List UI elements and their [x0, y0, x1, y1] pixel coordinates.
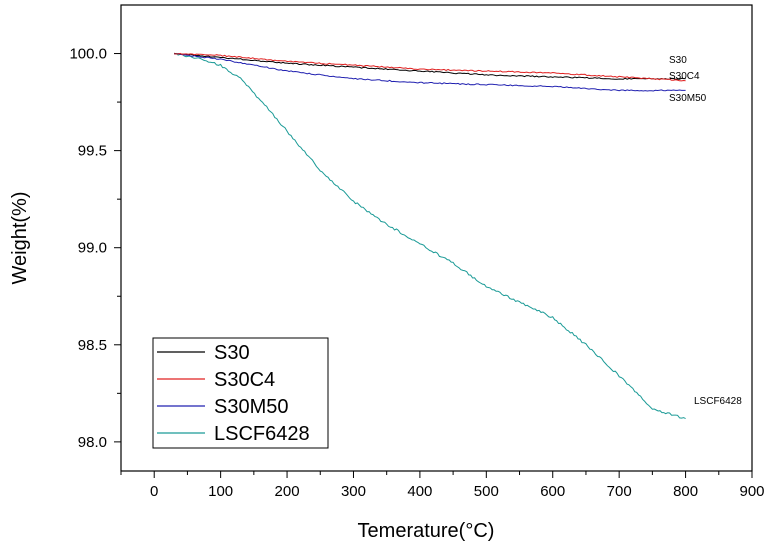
x-axis-title: Temerature(°C) — [358, 520, 495, 542]
x-tick-label: 400 — [407, 483, 432, 500]
end-label-s30m50: S30M50 — [669, 93, 707, 104]
legend-label-lscf6428: LSCF6428 — [214, 423, 310, 445]
series-line-s30m50 — [173, 53, 686, 92]
x-tick-label: 100 — [208, 483, 233, 500]
x-tick-label: 800 — [673, 483, 698, 500]
series-layer — [173, 52, 686, 420]
y-tick-label: 98.0 — [78, 434, 107, 451]
x-tick-label: 700 — [607, 483, 632, 500]
x-tick-label: 0 — [150, 483, 158, 500]
axis-layer: 0 100 200 300 400 500 600 700 800 900 98.0 98.5 99.0… — [69, 46, 764, 500]
plot-frame — [120, 4, 753, 472]
x-tick-label: 500 — [474, 483, 499, 500]
legend: S30 S30C4 S30M50 LSCF6428 — [152, 337, 329, 449]
x-tick-label: 900 — [739, 483, 764, 500]
series-line-lscf6428 — [173, 52, 686, 420]
legend-box — [152, 337, 329, 449]
y-tick-label: 99.0 — [78, 240, 107, 257]
x-tick-label: 600 — [540, 483, 565, 500]
y-tick-label: 98.5 — [78, 337, 107, 354]
y-tick-label: 100.0 — [69, 46, 107, 63]
legend-items: S30 S30C4 S30M50 LSCF6428 — [157, 342, 310, 445]
end-label-lscf6428: LSCF6428 — [694, 396, 742, 407]
legend-label-s30: S30 — [214, 342, 250, 364]
end-label-s30c4: S30C4 — [669, 71, 700, 82]
x-tick-label: 300 — [341, 483, 366, 500]
end-label-s30: S30 — [669, 55, 687, 66]
end-label-layer: S30 S30C4 S30M50 LSCF6428 — [669, 55, 742, 407]
series-line-s30c4 — [174, 52, 686, 82]
legend-label-s30c4: S30C4 — [214, 369, 275, 391]
series-line-s30 — [173, 52, 686, 80]
y-axis-title: Weight(%) — [9, 192, 31, 285]
legend-label-s30m50: S30M50 — [214, 396, 289, 418]
y-tick-label: 99.5 — [78, 143, 107, 160]
x-tick-label: 200 — [275, 483, 300, 500]
